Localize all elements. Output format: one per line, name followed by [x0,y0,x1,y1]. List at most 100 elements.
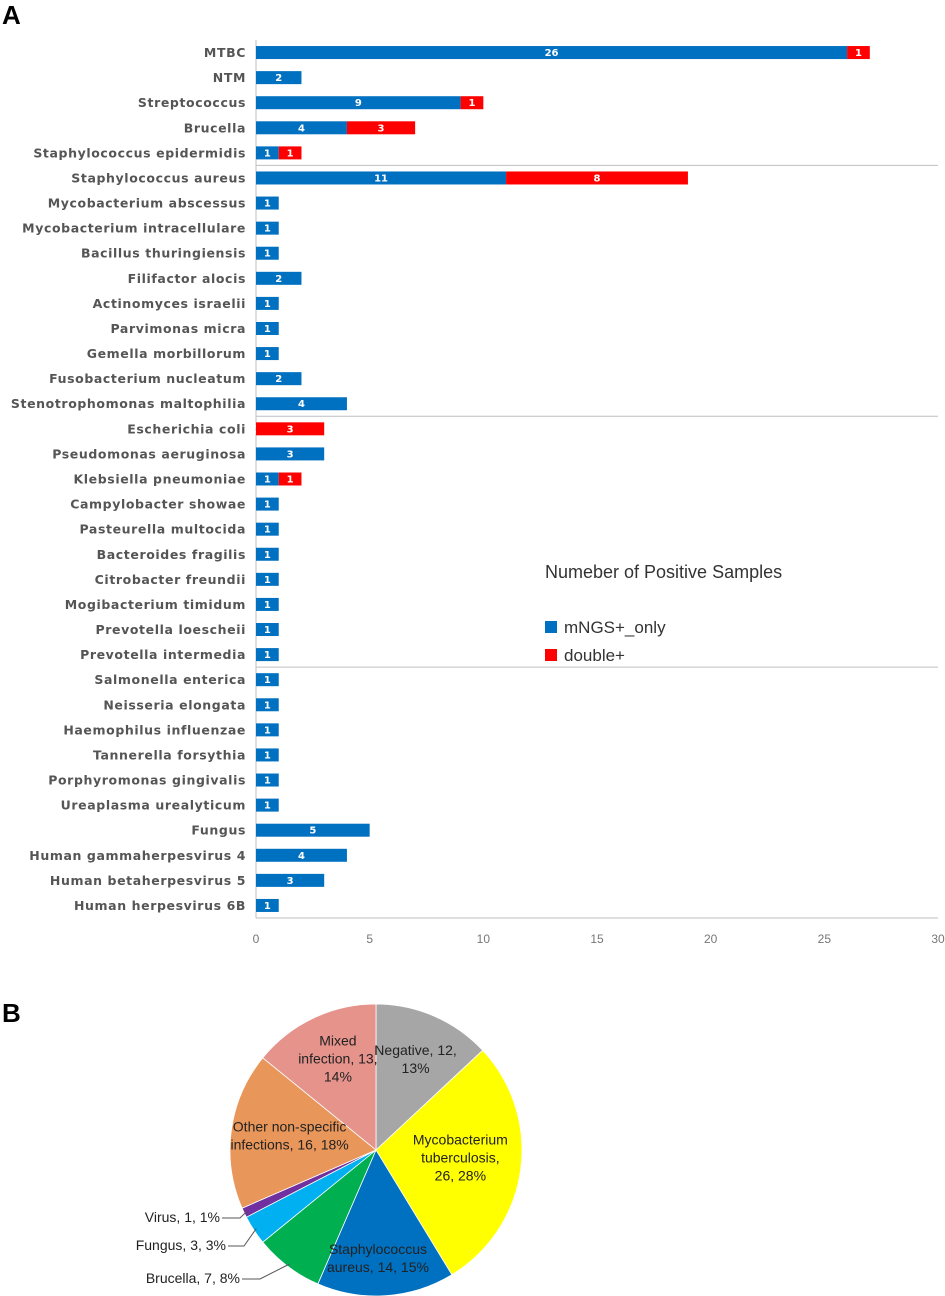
x-tick-label: 10 [477,932,491,946]
pie-slice [262,1003,377,1151]
bar-value-label: 1 [264,650,271,661]
bar-value-label: 3 [287,876,294,887]
bar-value-label: 9 [355,98,362,109]
bar-value-label: 11 [374,173,388,184]
pie-slice-label: 26, 28% [435,1167,486,1183]
bar-segment-mngs-only [256,673,279,687]
bar-segment-mngs-only [256,597,279,611]
legend-label-double-plus: double+ [564,646,625,665]
category-label: Salmonella enterica [94,672,246,687]
bar-value-label: 1 [264,500,271,511]
bar-value-label: 5 [309,826,316,837]
bar-value-label: 1 [264,525,271,536]
pie-slice-label: Negative, 12, [374,1042,457,1058]
bar-value-label: 1 [264,675,271,686]
bar-segment-mngs-only [256,397,347,411]
category-label: Bacteroides fragilis [97,547,246,562]
bar-segment-mngs-only [256,522,279,536]
pie-slice-label: 13% [402,1060,430,1076]
pie-slice-label: Mixed [319,1032,356,1048]
bar-value-label: 4 [298,123,305,134]
bar-segment-mngs-only [256,648,279,662]
category-label: Filifactor alocis [128,271,246,286]
bar-value-label: 1 [264,750,271,761]
pie-slice-label: tuberculosis, [421,1149,500,1165]
pie-slice-label: 14% [324,1068,352,1084]
bar-value-label: 3 [287,449,294,460]
pie-slice [229,1057,377,1209]
bar-value-label: 3 [287,424,294,435]
category-label: NTM [213,70,246,85]
pie-leader-line [242,1263,290,1280]
bar-value-label: 3 [378,123,385,134]
category-label: Escherichia coli [127,421,246,436]
bar-value-label: 1 [264,550,271,561]
pie-slice [262,1149,377,1285]
bar-segment-mngs-only [256,773,279,787]
bar-segment-mngs-only [256,171,507,185]
bar-segment-double-plus [278,472,302,486]
bar-value-label: 2 [275,274,282,285]
bar-segment-double-plus [346,121,416,135]
bar-segment-double-plus [460,96,484,110]
legend-swatch-mngs-only [545,621,557,633]
bar-segment-mngs-only [256,221,279,235]
category-label: Stenotrophomonas maltophilia [11,396,246,411]
bar-value-label: 4 [298,851,305,862]
category-label: Prevotella intermedia [80,647,246,662]
legend-label-mngs-only: mNGS+_only [564,618,666,637]
x-tick-label: 25 [818,932,832,946]
category-label: Klebsiella pneumoniae [74,472,247,487]
bar-segment-mngs-only [256,447,325,461]
bar-segment-mngs-only [256,497,279,511]
bar-segment-mngs-only [256,246,279,260]
pie-slice-label: Virus, 1, 1% [145,1209,220,1225]
category-label: Staphylococcus aureus [71,170,246,185]
x-tick-label: 15 [590,932,604,946]
bar-segment-mngs-only [256,372,302,386]
bar-segment-mngs-only [256,898,279,912]
bar-value-label: 1 [264,475,271,486]
bar-segment-mngs-only [256,723,279,737]
bar-value-label: 1 [264,725,271,736]
x-tick-label: 20 [704,932,718,946]
bar-value-label: 1 [264,801,271,812]
bar-segment-mngs-only [256,271,302,285]
bar-value-label: 4 [298,399,305,410]
bar-segment-mngs-only [256,46,848,60]
category-label: Human herpesvirus 6B [74,898,246,913]
category-label: Ureaplasma urealyticum [61,798,246,813]
bar-segment-mngs-only [256,748,279,762]
bar-value-label: 2 [275,73,282,84]
bar-segment-mngs-only [256,823,370,837]
bar-segment-mngs-only [256,96,461,110]
bar-segment-mngs-only [256,623,279,637]
pie-leader-line [228,1228,257,1247]
pie-slice-label: Other non-specific [233,1118,347,1134]
bar-segment-double-plus [256,422,325,436]
pie-slice-label: infection, 13, [298,1050,377,1066]
category-label: Human betaherpesvirus 5 [50,873,246,888]
category-label: Fusobacterium nucleatum [49,371,246,386]
category-label: Gemella morbillorum [87,346,246,361]
bar-segment-mngs-only [256,71,302,85]
legend-swatch-double-plus [545,649,557,661]
category-label: Bacillus thuringiensis [81,246,246,261]
bar-segment-mngs-only [256,873,325,887]
category-label: Fungus [191,823,246,838]
category-label: Human gammaherpesvirus 4 [29,848,246,863]
panel-b-letter: B [2,998,21,1028]
pie-slice-label: Brucella, 7, 8% [146,1270,240,1286]
category-label: Haemophilus influenzae [63,722,246,737]
category-label: Mycobacterium abscessus [48,196,246,211]
bar-value-label: 1 [468,98,475,109]
bar-value-label: 1 [264,299,271,310]
bar-value-label: 1 [287,148,294,159]
bar-value-label: 2 [275,374,282,385]
bar-value-label: 1 [264,600,271,611]
category-label: Actinomyces israelii [93,296,246,311]
bar-value-label: 1 [264,901,271,912]
pie-leader-line [222,1211,248,1219]
category-label: Staphylococcus epidermidis [33,145,246,160]
